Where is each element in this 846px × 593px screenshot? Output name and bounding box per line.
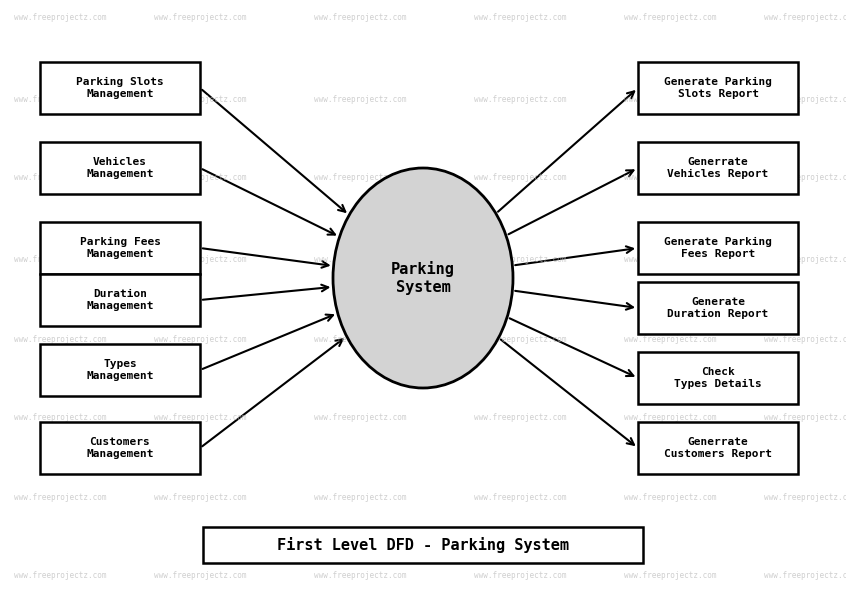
Text: www.freeprojectz.com: www.freeprojectz.com — [474, 493, 566, 502]
Text: www.freeprojectz.com: www.freeprojectz.com — [314, 493, 406, 502]
Text: Customers
Management: Customers Management — [86, 437, 154, 459]
Text: www.freeprojectz.com: www.freeprojectz.com — [624, 14, 717, 23]
Text: Parking Slots
Management: Parking Slots Management — [76, 77, 164, 99]
Text: www.freeprojectz.com: www.freeprojectz.com — [474, 413, 566, 422]
Text: www.freeprojectz.com: www.freeprojectz.com — [314, 570, 406, 579]
FancyBboxPatch shape — [638, 222, 798, 274]
Text: First Level DFD - Parking System: First Level DFD - Parking System — [277, 537, 569, 553]
Text: www.freeprojectz.com: www.freeprojectz.com — [154, 256, 246, 264]
Text: www.freeprojectz.com: www.freeprojectz.com — [624, 493, 717, 502]
Text: www.freeprojectz.com: www.freeprojectz.com — [764, 336, 846, 345]
FancyBboxPatch shape — [638, 62, 798, 114]
Text: www.freeprojectz.com: www.freeprojectz.com — [624, 336, 717, 345]
Text: www.freeprojectz.com: www.freeprojectz.com — [14, 493, 107, 502]
Text: www.freeprojectz.com: www.freeprojectz.com — [624, 413, 717, 422]
Text: www.freeprojectz.com: www.freeprojectz.com — [764, 14, 846, 23]
Text: Parking Fees
Management: Parking Fees Management — [80, 237, 161, 259]
Text: Generate
Duration Report: Generate Duration Report — [667, 297, 769, 319]
Text: Check
Types Details: Check Types Details — [674, 367, 762, 389]
Text: www.freeprojectz.com: www.freeprojectz.com — [474, 256, 566, 264]
Text: www.freeprojectz.com: www.freeprojectz.com — [154, 336, 246, 345]
Text: www.freeprojectz.com: www.freeprojectz.com — [764, 413, 846, 422]
Text: www.freeprojectz.com: www.freeprojectz.com — [154, 413, 246, 422]
Text: www.freeprojectz.com: www.freeprojectz.com — [624, 174, 717, 183]
Text: www.freeprojectz.com: www.freeprojectz.com — [474, 14, 566, 23]
Text: www.freeprojectz.com: www.freeprojectz.com — [14, 413, 107, 422]
Text: www.freeprojectz.com: www.freeprojectz.com — [764, 493, 846, 502]
Text: Duration
Management: Duration Management — [86, 289, 154, 311]
Text: Generrate
Vehicles Report: Generrate Vehicles Report — [667, 157, 769, 179]
Text: www.freeprojectz.com: www.freeprojectz.com — [314, 95, 406, 104]
FancyBboxPatch shape — [638, 282, 798, 334]
Text: Vehicles
Management: Vehicles Management — [86, 157, 154, 179]
FancyBboxPatch shape — [40, 274, 200, 326]
FancyBboxPatch shape — [40, 422, 200, 474]
Text: www.freeprojectz.com: www.freeprojectz.com — [314, 413, 406, 422]
FancyBboxPatch shape — [40, 62, 200, 114]
Text: www.freeprojectz.com: www.freeprojectz.com — [764, 256, 846, 264]
FancyBboxPatch shape — [638, 352, 798, 404]
FancyBboxPatch shape — [638, 142, 798, 194]
FancyBboxPatch shape — [40, 344, 200, 396]
Text: www.freeprojectz.com: www.freeprojectz.com — [764, 174, 846, 183]
Text: www.freeprojectz.com: www.freeprojectz.com — [14, 14, 107, 23]
Text: Parking
System: Parking System — [391, 262, 455, 295]
Text: www.freeprojectz.com: www.freeprojectz.com — [474, 570, 566, 579]
FancyBboxPatch shape — [40, 142, 200, 194]
Text: www.freeprojectz.com: www.freeprojectz.com — [154, 493, 246, 502]
Text: www.freeprojectz.com: www.freeprojectz.com — [624, 256, 717, 264]
Text: www.freeprojectz.com: www.freeprojectz.com — [474, 95, 566, 104]
Text: www.freeprojectz.com: www.freeprojectz.com — [624, 570, 717, 579]
Text: Generate Parking
Slots Report: Generate Parking Slots Report — [664, 77, 772, 99]
Text: www.freeprojectz.com: www.freeprojectz.com — [154, 174, 246, 183]
Text: www.freeprojectz.com: www.freeprojectz.com — [314, 256, 406, 264]
Text: www.freeprojectz.com: www.freeprojectz.com — [14, 336, 107, 345]
Text: www.freeprojectz.com: www.freeprojectz.com — [14, 95, 107, 104]
Text: www.freeprojectz.com: www.freeprojectz.com — [314, 174, 406, 183]
Text: www.freeprojectz.com: www.freeprojectz.com — [154, 95, 246, 104]
Text: www.freeprojectz.com: www.freeprojectz.com — [154, 14, 246, 23]
Ellipse shape — [333, 168, 513, 388]
Text: www.freeprojectz.com: www.freeprojectz.com — [624, 95, 717, 104]
Text: www.freeprojectz.com: www.freeprojectz.com — [474, 336, 566, 345]
Text: Generrate
Customers Report: Generrate Customers Report — [664, 437, 772, 459]
Text: www.freeprojectz.com: www.freeprojectz.com — [14, 174, 107, 183]
Text: www.freeprojectz.com: www.freeprojectz.com — [14, 570, 107, 579]
Text: www.freeprojectz.com: www.freeprojectz.com — [764, 570, 846, 579]
Text: www.freeprojectz.com: www.freeprojectz.com — [14, 256, 107, 264]
Text: Types
Management: Types Management — [86, 359, 154, 381]
FancyBboxPatch shape — [203, 527, 643, 563]
Text: www.freeprojectz.com: www.freeprojectz.com — [474, 174, 566, 183]
FancyBboxPatch shape — [638, 422, 798, 474]
Text: www.freeprojectz.com: www.freeprojectz.com — [154, 570, 246, 579]
Text: Generate Parking
Fees Report: Generate Parking Fees Report — [664, 237, 772, 259]
FancyBboxPatch shape — [40, 222, 200, 274]
Text: www.freeprojectz.com: www.freeprojectz.com — [764, 95, 846, 104]
Text: www.freeprojectz.com: www.freeprojectz.com — [314, 14, 406, 23]
Text: www.freeprojectz.com: www.freeprojectz.com — [314, 336, 406, 345]
